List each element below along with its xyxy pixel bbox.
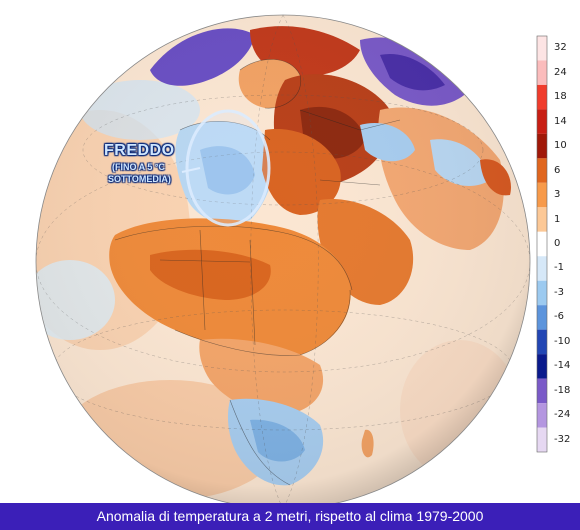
cold-highlight-ellipse [185, 109, 271, 227]
legend-swatch [537, 84, 547, 110]
annotation-line-2: SOTTOMEDIA) [108, 174, 171, 184]
legend-swatch [537, 427, 547, 452]
legend-swatch [537, 280, 547, 306]
legend-label: 1 [554, 213, 561, 225]
legend-colorbar [536, 35, 548, 453]
legend-swatch [537, 305, 547, 330]
legend-swatch [537, 231, 547, 257]
legend-label: 10 [554, 140, 567, 152]
legend-label: 3 [554, 189, 561, 201]
legend-swatch [537, 329, 547, 355]
legend-outline [536, 35, 548, 453]
legend-label: 6 [554, 164, 561, 176]
legend-label: 0 [554, 238, 561, 249]
legend-label: -32 [554, 433, 571, 445]
map-caption: Anomalia di temperatura a 2 metri, rispe… [0, 503, 580, 530]
legend-swatch [537, 182, 547, 208]
legend-swatch [537, 36, 547, 61]
legend-label: -3 [554, 286, 564, 298]
legend-label: -1 [554, 262, 564, 274]
annotation-title: FREDDO [104, 142, 175, 159]
legend-swatch [537, 158, 547, 183]
legend-label: 32 [554, 42, 567, 54]
globe-shade [36, 15, 530, 509]
legend-swatch [537, 378, 547, 404]
annotation-pointer [181, 167, 201, 173]
legend-label: -6 [554, 311, 564, 323]
legend-label: -14 [554, 360, 571, 372]
globe-surface [36, 15, 530, 509]
legend-swatch [537, 207, 547, 232]
legend-label: 14 [554, 115, 567, 127]
legend-label: 24 [554, 66, 567, 78]
legend-swatch [537, 109, 547, 134]
legend-swatch [537, 354, 547, 379]
annotation-line-1: (FINO A 5 °C [112, 162, 165, 172]
legend-swatch [537, 256, 547, 281]
legend-swatch [537, 403, 547, 428]
legend-label: -10 [554, 335, 571, 347]
legend-label: 18 [554, 91, 567, 103]
legend-swatch [537, 60, 547, 85]
legend-label: -24 [554, 409, 571, 421]
legend-swatch [537, 133, 547, 159]
legend-label: -18 [554, 384, 571, 396]
